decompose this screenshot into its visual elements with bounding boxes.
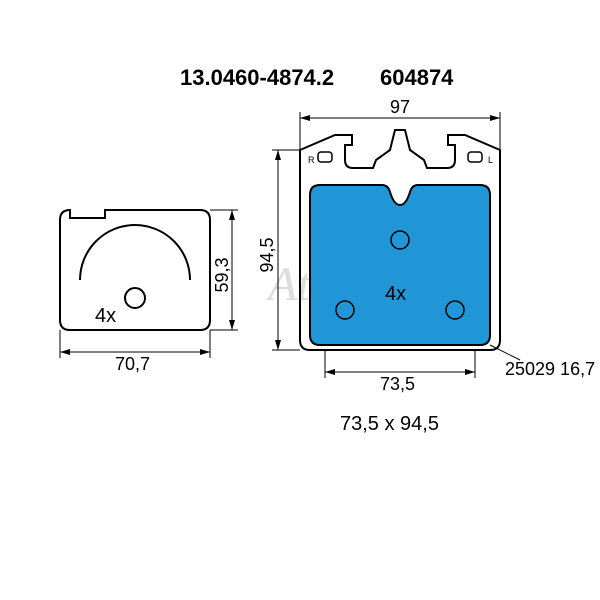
bottom-width-dim: 73,5 [380,374,415,394]
top-width-dim: 97 [390,97,410,117]
left-part-drawing: 4x 70,7 59,3 [60,210,238,374]
part-number: 13.0460-4874.2 [180,65,334,90]
right-part-drawing: R L 4x 97 94,5 73,5 25029 16,7 [257,97,595,394]
technical-drawing: Ate 13.0460-4874.2 604874 4x 70,7 59,3 [0,0,600,600]
part-code: 604874 [380,65,454,90]
right-height-dim: 94,5 [257,237,277,272]
ref-number: 25029 16,7 [505,359,595,379]
svg-text:L: L [488,155,493,165]
summary-dims: 73,5 x 94,5 [340,413,439,435]
left-height-dim: 59,3 [212,257,232,292]
left-width-dim: 70,7 [115,354,150,374]
right-qty-label: 4x [385,283,406,305]
svg-text:R: R [308,155,315,165]
left-qty-label: 4x [95,305,116,327]
